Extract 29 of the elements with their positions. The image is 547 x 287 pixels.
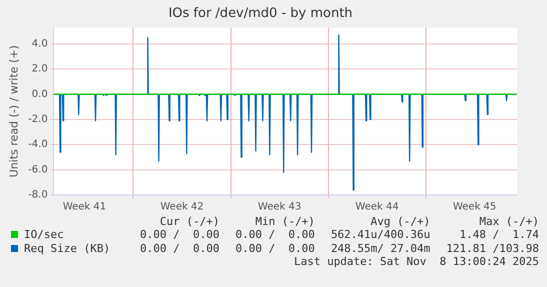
text: 562.41u/400.36u	[330, 228, 432, 242]
text: Cur (-/+)	[158, 215, 220, 228]
chart-title: IOs for /dev/md0 - by month	[168, 6, 353, 22]
y-axis-title: Units read (-) / write (+)	[7, 45, 20, 178]
y-tick-label: 4.0	[32, 38, 48, 50]
text: Max (-/+)	[478, 215, 540, 228]
text: Avg (-/+)	[370, 215, 432, 228]
x-tick-label: Week 43	[258, 202, 302, 213]
text: 1.48 / 1.74	[458, 228, 540, 242]
x-tick-label: Week 45	[452, 202, 496, 213]
y-tick-label: -8.0	[28, 190, 48, 201]
x-tick-label: Week 42	[160, 202, 204, 213]
y-tick-label: -6.0	[28, 164, 48, 176]
x-tick-label: Week 41	[62, 202, 106, 213]
text: 121.81 /103.98	[445, 242, 540, 256]
text: 0.00 / 0.00	[234, 228, 316, 242]
y-tick-label: -4.0	[28, 139, 48, 150]
text: 0.00 / 0.00	[138, 242, 220, 256]
text: 0.00 / 0.00	[138, 228, 220, 242]
x-tick-label: Week 44	[355, 202, 399, 213]
y-tick-label: -2.0	[28, 114, 48, 126]
y-tick-label: 0.0	[32, 88, 48, 100]
text: Last update: Sat Nov 8 13:00:24 2025	[292, 255, 540, 268]
text: 0.00 / 0.00	[234, 242, 316, 256]
legend-label: Req Size (KB)	[23, 242, 112, 256]
y-tick-label: 2.0	[32, 64, 48, 75]
text: Min (-/+)	[254, 215, 316, 228]
text: 248.55m/ 27.04m	[330, 242, 432, 256]
legend-label: IO/sec	[23, 228, 65, 242]
